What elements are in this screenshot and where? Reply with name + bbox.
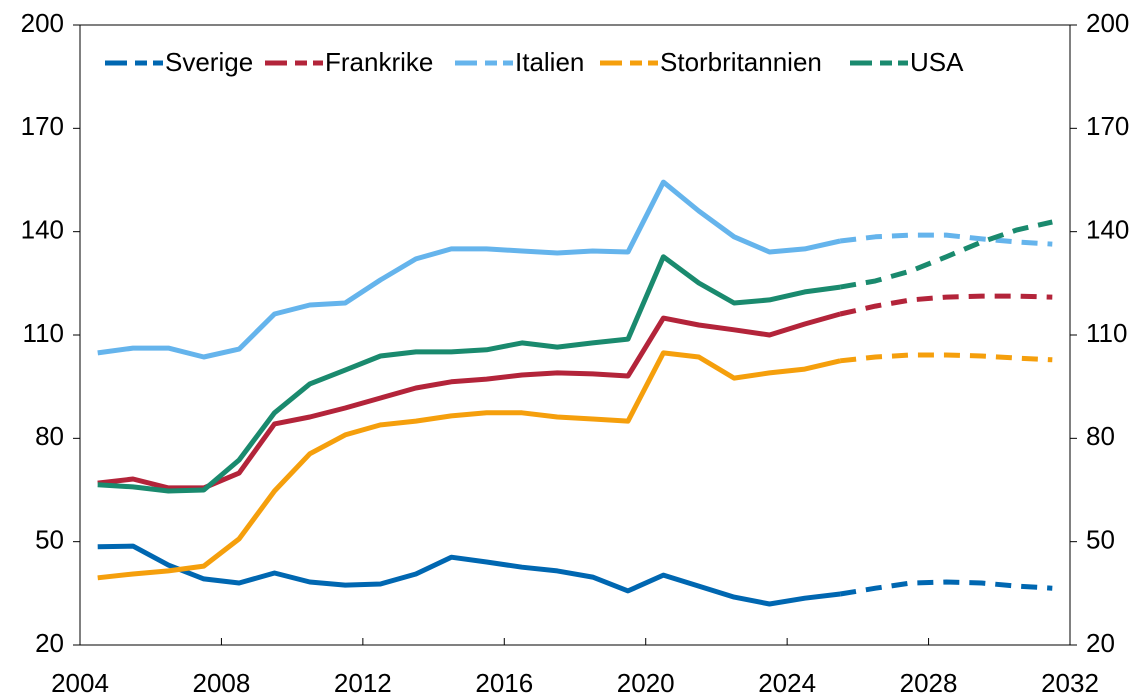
series-line xyxy=(97,254,841,494)
legend-label: Storbritannien xyxy=(660,47,822,77)
y-tick-label: 170 xyxy=(21,111,64,141)
y-tick-label: 110 xyxy=(23,318,64,348)
x-tick-label: 2032 xyxy=(1041,668,1099,698)
x-tick-label: 2004 xyxy=(51,668,109,698)
y-tick-label: 50 xyxy=(35,525,64,555)
legend-label: Sverige xyxy=(165,47,253,77)
forecast-line xyxy=(839,232,1053,247)
series-line xyxy=(97,311,841,491)
series-line xyxy=(97,350,841,581)
x-tick-label: 2020 xyxy=(617,668,675,698)
forecast-line xyxy=(839,579,1053,597)
forecast-line xyxy=(839,352,1053,364)
x-tick-label: 2016 xyxy=(475,668,533,698)
x-tick-label: 2012 xyxy=(334,668,392,698)
y2-tick-label: 50 xyxy=(1086,525,1115,555)
x-tick-label: 2028 xyxy=(900,668,958,698)
plot-frame xyxy=(79,24,1071,646)
legend-label: USA xyxy=(910,47,964,77)
x-tick-label: 2008 xyxy=(193,668,251,698)
y-tick-label: 80 xyxy=(35,421,64,451)
y2-tick-label: 140 xyxy=(1086,215,1129,245)
y2-tick-label: 170 xyxy=(1086,111,1129,141)
forecast-line xyxy=(839,219,1053,290)
y2-tick-label: 80 xyxy=(1086,421,1115,451)
series-line xyxy=(97,179,841,360)
legend-label: Frankrike xyxy=(325,47,433,77)
y2-tick-label: 110 xyxy=(1086,318,1127,348)
series-line xyxy=(97,543,841,607)
forecast-line xyxy=(839,293,1053,317)
x-tick-label: 2024 xyxy=(758,668,816,698)
y2-tick-label: 200 xyxy=(1086,8,1129,38)
y-tick-label: 20 xyxy=(35,628,64,658)
y2-tick-label: 20 xyxy=(1086,628,1115,658)
y-tick-label: 200 xyxy=(21,8,64,38)
legend-label: Italien xyxy=(515,47,584,77)
y-tick-label: 140 xyxy=(21,215,64,245)
